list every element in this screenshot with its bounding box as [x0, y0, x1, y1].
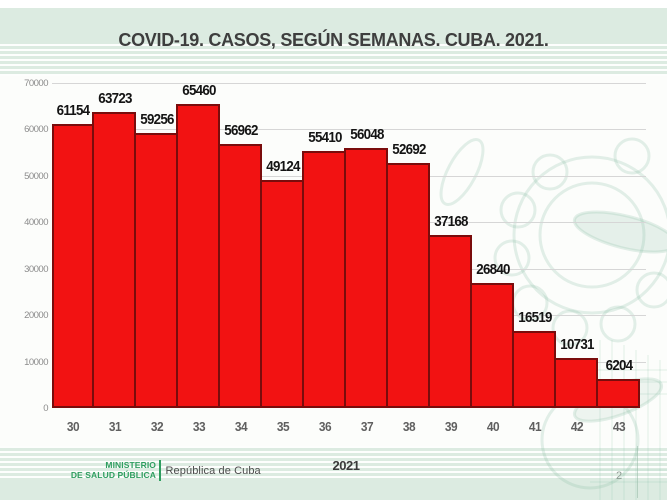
- bar-value-label: 63723: [98, 91, 132, 108]
- bar: [176, 104, 220, 408]
- ministry-line2: DE SALUD PÚBLICA: [70, 469, 156, 480]
- x-tick-label: 41: [528, 420, 542, 434]
- stripe-band-bottom: [0, 446, 667, 478]
- bar-value-label: 10731: [560, 337, 594, 354]
- y-tick-label: 40000: [24, 217, 48, 229]
- bar-value-label: 56048: [350, 126, 384, 143]
- bar: [260, 179, 304, 408]
- bar-value-label: 52692: [392, 142, 426, 159]
- x-axis-title: 2021: [332, 458, 360, 473]
- y-tick-label: 70000: [24, 78, 48, 89]
- bar: [302, 150, 346, 408]
- bar: [428, 235, 472, 408]
- x-tick-label: 33: [192, 420, 206, 434]
- x-tick-label: 40: [486, 420, 500, 434]
- y-tick-label: 30000: [24, 263, 48, 275]
- y-tick-label: 20000: [24, 310, 48, 322]
- x-tick-label: 34: [234, 420, 248, 434]
- x-tick-label: 36: [318, 420, 332, 434]
- x-tick-label: 32: [150, 420, 164, 434]
- bar-value-label: 56962: [224, 122, 258, 139]
- bar-value-label: 65460: [182, 83, 216, 100]
- ministry-line1: MINISTERIO: [105, 460, 156, 470]
- gridline: [52, 129, 646, 131]
- x-tick-label: 42: [570, 420, 584, 434]
- x-tick-label: 38: [402, 420, 416, 434]
- bar: [554, 358, 598, 408]
- ministry-name: MINISTERIO DE SALUD PÚBLICA: [60, 460, 156, 480]
- x-tick-label: 43: [612, 420, 626, 434]
- right-rule: [637, 446, 638, 498]
- chart-title: COVID-19. CASOS, SEGÚN SEMANAS. CUBA. 20…: [118, 30, 549, 50]
- x-axis-labels: 30 31 32 33 34 35 36 37 38 39 40 41 42 43: [52, 420, 640, 436]
- stripe-band-top: [0, 44, 667, 76]
- x-tick-label: 30: [66, 420, 80, 434]
- y-tick-label: 50000: [24, 170, 48, 182]
- bar: [512, 331, 556, 408]
- footer-divider: [159, 460, 161, 481]
- bar: [386, 163, 430, 408]
- x-tick-label: 39: [444, 420, 458, 434]
- bar: [596, 379, 640, 408]
- gridline: [52, 83, 646, 84]
- x-tick-label: 31: [108, 420, 122, 434]
- bar-value-label: 61154: [56, 103, 90, 120]
- y-tick-label: 10000: [24, 356, 48, 368]
- x-tick-label: 35: [276, 420, 290, 434]
- bar: [218, 143, 262, 408]
- page-number: 2: [616, 470, 623, 482]
- y-tick-label: 0: [43, 403, 48, 414]
- bar-value-label: 49124: [266, 158, 300, 175]
- plot-area: 61154 63723 59256 65460 56962 49124 55410 56048…: [52, 83, 646, 408]
- bar: [470, 283, 514, 408]
- bar-value-label: 55410: [308, 129, 342, 146]
- bar-value-label: 26840: [476, 262, 510, 279]
- bar-value-label: 6204: [605, 358, 633, 375]
- country-label: República de Cuba: [165, 464, 261, 477]
- ministry-logo: MINISTERIO DE SALUD PÚBLICA República de…: [60, 460, 261, 481]
- top-white-band: [0, 0, 667, 8]
- x-tick-label: 37: [360, 420, 374, 434]
- bar: [134, 132, 178, 408]
- bar: [92, 112, 136, 408]
- bar-value-label: 16519: [518, 310, 552, 327]
- bar: [344, 147, 388, 408]
- bar: [52, 124, 94, 408]
- bar-value-label: 59256: [140, 111, 174, 128]
- y-axis-labels: 0 10000 20000 30000 40000 50000 60000 70000: [0, 78, 48, 423]
- bar-value-label: 37168: [434, 214, 468, 231]
- y-tick-label: 60000: [24, 124, 48, 136]
